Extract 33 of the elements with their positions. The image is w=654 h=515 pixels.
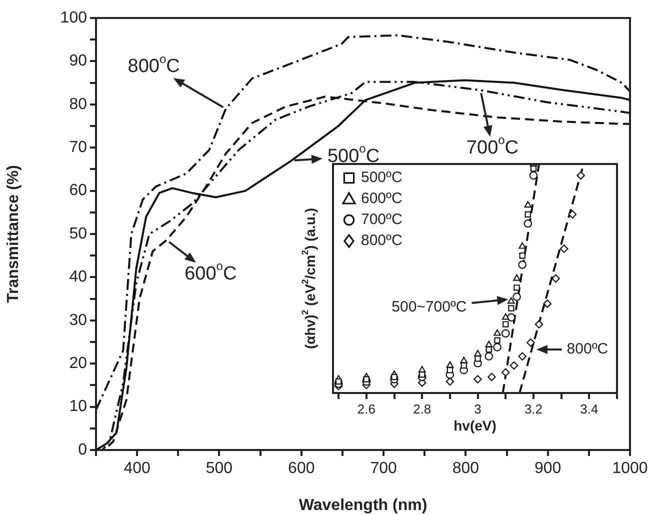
x-tick-label: 900 <box>534 460 562 478</box>
x-axis-title: hv(eV) <box>454 417 496 434</box>
y-tick-label: 70 <box>69 139 88 156</box>
x-tick-label: 2.6 <box>357 401 376 416</box>
y-axis-title: (αhv)2 (eV2/cm2) (a.u.) <box>300 208 318 350</box>
y-axis-title: Transmittance (%) <box>5 165 22 303</box>
x-axis-title: Wavelength (nm) <box>298 496 428 514</box>
x-tick-label: 500 <box>206 460 233 478</box>
y-tick-label: 20 <box>69 355 88 372</box>
y-tick-label: 100 <box>60 9 88 26</box>
x-tick-label: 700 <box>370 460 397 478</box>
annotation: 500~700ºC <box>392 298 467 316</box>
y-tick-label: 60 <box>69 182 88 200</box>
x-tick-label: 3.2 <box>524 401 543 416</box>
y-tick-label: 0 <box>78 441 88 458</box>
y-tick-label: 80 <box>69 96 88 113</box>
y-tick-label: 50 <box>69 225 88 242</box>
x-tick-label: 1000 <box>612 460 648 478</box>
y-tick-label: 30 <box>69 312 88 329</box>
x-tick-label: 2.8 <box>413 401 432 416</box>
y-tick-label: 40 <box>69 268 88 286</box>
x-tick-label: 400 <box>124 460 151 478</box>
legend-label: 600ºC <box>361 190 403 208</box>
x-tick-label: 3.4 <box>580 401 598 416</box>
legend-label: 800ºC <box>361 232 403 250</box>
y-tick-label: 10 <box>69 398 88 416</box>
legend-label: 500ºC <box>361 169 403 186</box>
x-tick-label: 800 <box>452 460 480 478</box>
x-tick-label: 600 <box>288 460 315 478</box>
annotation: 800ºC <box>566 340 608 358</box>
x-tick-label: 3 <box>474 401 482 416</box>
y-tick-label: 90 <box>69 52 88 70</box>
legend-label: 700ºC <box>361 211 403 228</box>
